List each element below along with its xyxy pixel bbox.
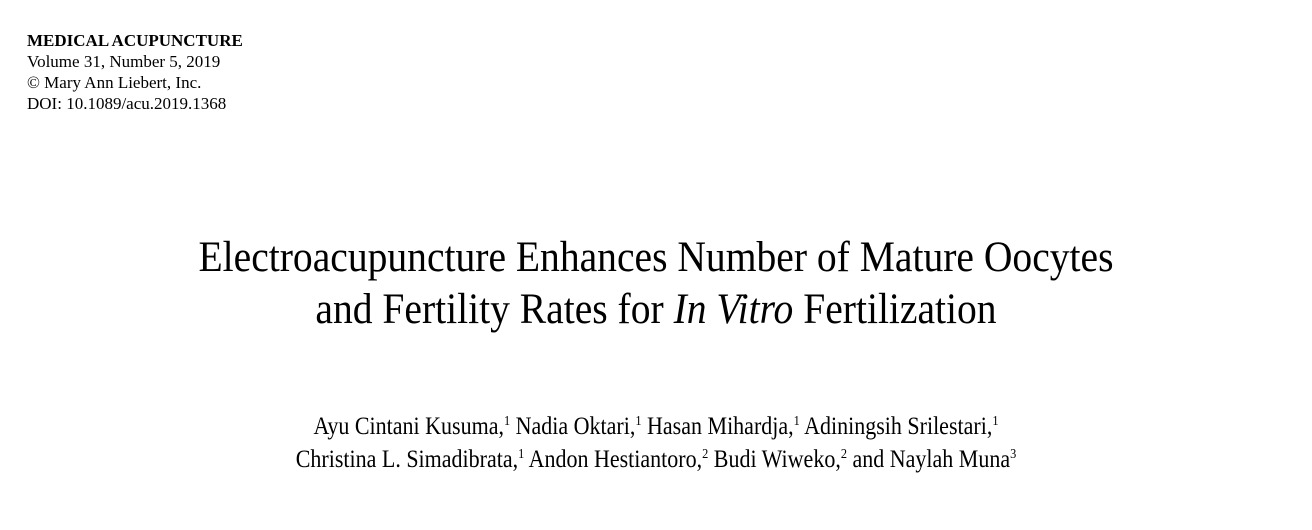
author: Nadia Oktari,1	[515, 413, 642, 440]
journal-info: MEDICAL ACUPUNCTURE Volume 31, Number 5,…	[27, 30, 243, 114]
author: and Naylah Muna3	[852, 446, 1017, 473]
author: Andon Hestiantoro,2	[528, 446, 709, 473]
author-line-2: Christina L. Simadibrata,1 Andon Hestian…	[79, 443, 1234, 476]
title-line-1: Electroacupuncture Enhances Number of Ma…	[198, 234, 1114, 281]
author: Hasan Mihardja,1	[647, 413, 800, 440]
author: Ayu Cintani Kusuma,1	[313, 413, 511, 440]
author: Budi Wiweko,2	[713, 446, 847, 473]
author: Adiningsih Srilestari,1	[804, 413, 999, 440]
author: Christina L. Simadibrata,1	[295, 446, 525, 473]
title-line-2: and Fertility Rates for In Vitro Fertili…	[52, 284, 1259, 336]
journal-name: MEDICAL ACUPUNCTURE	[27, 31, 243, 50]
author-line-1: Ayu Cintani Kusuma,1 Nadia Oktari,1 Hasa…	[79, 410, 1234, 443]
title-text: Fertilization	[793, 286, 997, 333]
title-italic: In Vitro	[673, 286, 794, 333]
journal-copyright: © Mary Ann Liebert, Inc.	[27, 73, 202, 92]
journal-volume: Volume 31, Number 5, 2019	[27, 52, 221, 71]
article-title: Electroacupuncture Enhances Number of Ma…	[0, 232, 1312, 336]
title-text: and Fertility Rates for	[315, 286, 674, 333]
journal-doi: DOI: 10.1089/acu.2019.1368	[27, 94, 227, 113]
author-list: Ayu Cintani Kusuma,1 Nadia Oktari,1 Hasa…	[0, 410, 1312, 476]
